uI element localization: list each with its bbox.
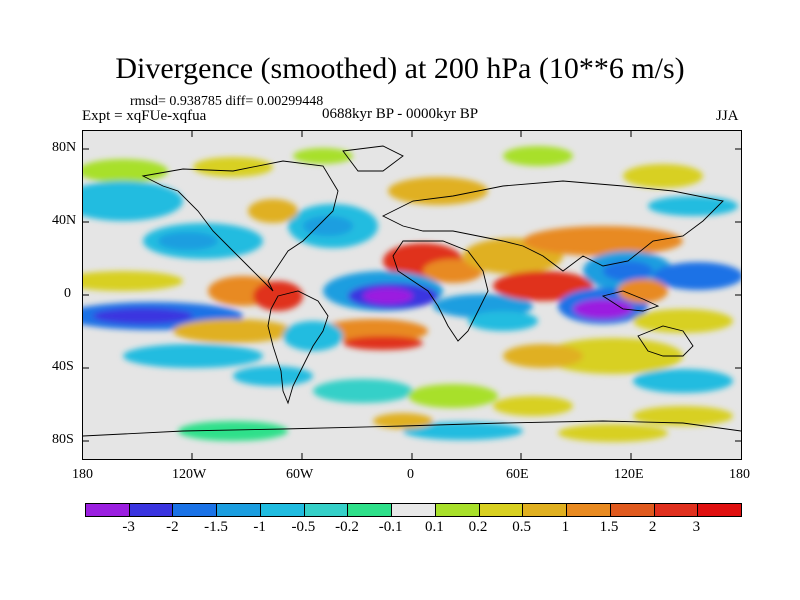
colorbar-swatch — [217, 504, 261, 516]
lat-label-80n: 80N — [52, 140, 77, 155]
season-label: JJA — [716, 108, 739, 124]
coastlines — [83, 145, 741, 437]
colorbar-label: 1.5 — [599, 519, 619, 535]
period-label: 0688kyr BP - 0000kyr BP — [322, 106, 479, 122]
colorbar-swatch — [435, 504, 480, 516]
lon-label-60w: 60W — [286, 467, 314, 482]
colorbar-swatch — [260, 504, 305, 516]
colorbar-label: -0.1 — [378, 519, 403, 535]
map-panel — [82, 130, 742, 460]
lon-label-180e: 180 — [729, 467, 750, 482]
colorbar-label: 3 — [692, 519, 701, 535]
lon-label-180w: 180 — [72, 467, 93, 482]
colorbar-label: 0.5 — [512, 519, 532, 535]
colorbar-swatch — [567, 504, 611, 516]
divergence-map — [83, 131, 741, 459]
colorbar-swatch — [610, 504, 655, 516]
lat-label-80s: 80S — [52, 432, 74, 447]
colorbar-label: -1.5 — [204, 519, 228, 535]
lon-label-60e: 60E — [506, 467, 529, 482]
colorbar-swatch — [86, 504, 130, 516]
lat-label-40n: 40N — [52, 213, 77, 228]
lon-label-120w: 120W — [172, 467, 207, 482]
plot-title: Divergence (smoothed) at 200 hPa (10**6 … — [115, 52, 685, 85]
colorbar-label: 2 — [648, 519, 657, 535]
lon-label-0: 0 — [407, 467, 414, 482]
lat-label-eq: 0 — [64, 286, 71, 301]
colorbar-swatch — [129, 504, 174, 516]
stats-label: rmsd= 0.938785 diff= 0.00299448 — [130, 94, 324, 109]
colorbar-swatch — [479, 504, 524, 516]
colorbar-swatch — [392, 504, 436, 516]
colorbar-label: -0.2 — [335, 519, 359, 535]
lat-label-40s: 40S — [52, 359, 74, 374]
colorbar-label: -0.5 — [291, 519, 316, 535]
colorbar-label: 1 — [561, 519, 570, 535]
colorbar — [85, 503, 742, 517]
colorbar-label: 0.2 — [468, 519, 488, 535]
colorbar-label: 0.1 — [424, 519, 444, 535]
colorbar-label: -1 — [253, 519, 266, 535]
colorbar-swatch — [523, 504, 568, 516]
colorbar-label: -2 — [166, 519, 179, 535]
lon-label-120e: 120E — [614, 467, 644, 482]
colorbar-label: -3 — [122, 519, 135, 535]
colorbar-swatch — [698, 504, 742, 516]
divergence-field — [83, 146, 741, 442]
colorbar-swatch — [173, 504, 218, 516]
colorbar-swatch — [304, 504, 349, 516]
colorbar-swatch — [348, 504, 393, 516]
experiment-label: Expt = xqFUe-xqfua — [82, 108, 207, 124]
colorbar-swatch — [654, 504, 699, 516]
